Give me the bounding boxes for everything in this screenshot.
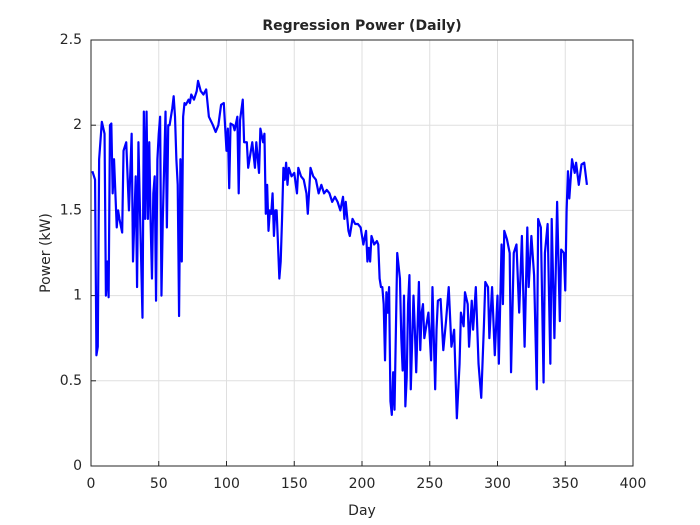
y-tick-label: 0.5 bbox=[60, 373, 82, 389]
x-tick-label: 300 bbox=[484, 476, 511, 492]
x-tick-label: 200 bbox=[349, 476, 376, 492]
y-tick-label: 2.5 bbox=[60, 32, 82, 48]
y-tick-label: 2 bbox=[73, 117, 82, 133]
y-axis-label: Power (kW) bbox=[38, 213, 54, 293]
x-tick-label: 0 bbox=[87, 476, 96, 492]
x-axis-label: Day bbox=[348, 503, 376, 519]
x-tick-label: 150 bbox=[281, 476, 308, 492]
y-tick-label: 1 bbox=[73, 288, 82, 304]
x-tick-label: 250 bbox=[416, 476, 443, 492]
y-tick-label: 0 bbox=[73, 458, 82, 474]
axes-box bbox=[90, 39, 634, 467]
x-tick-label: 50 bbox=[150, 476, 168, 492]
x-tick-label: 400 bbox=[620, 476, 647, 492]
chart-title: Regression Power (Daily) bbox=[262, 18, 461, 34]
y-tick-label: 1.5 bbox=[60, 202, 82, 218]
x-tick-label: 100 bbox=[213, 476, 240, 492]
data-line bbox=[91, 79, 589, 420]
x-tick-label: 350 bbox=[552, 476, 579, 492]
